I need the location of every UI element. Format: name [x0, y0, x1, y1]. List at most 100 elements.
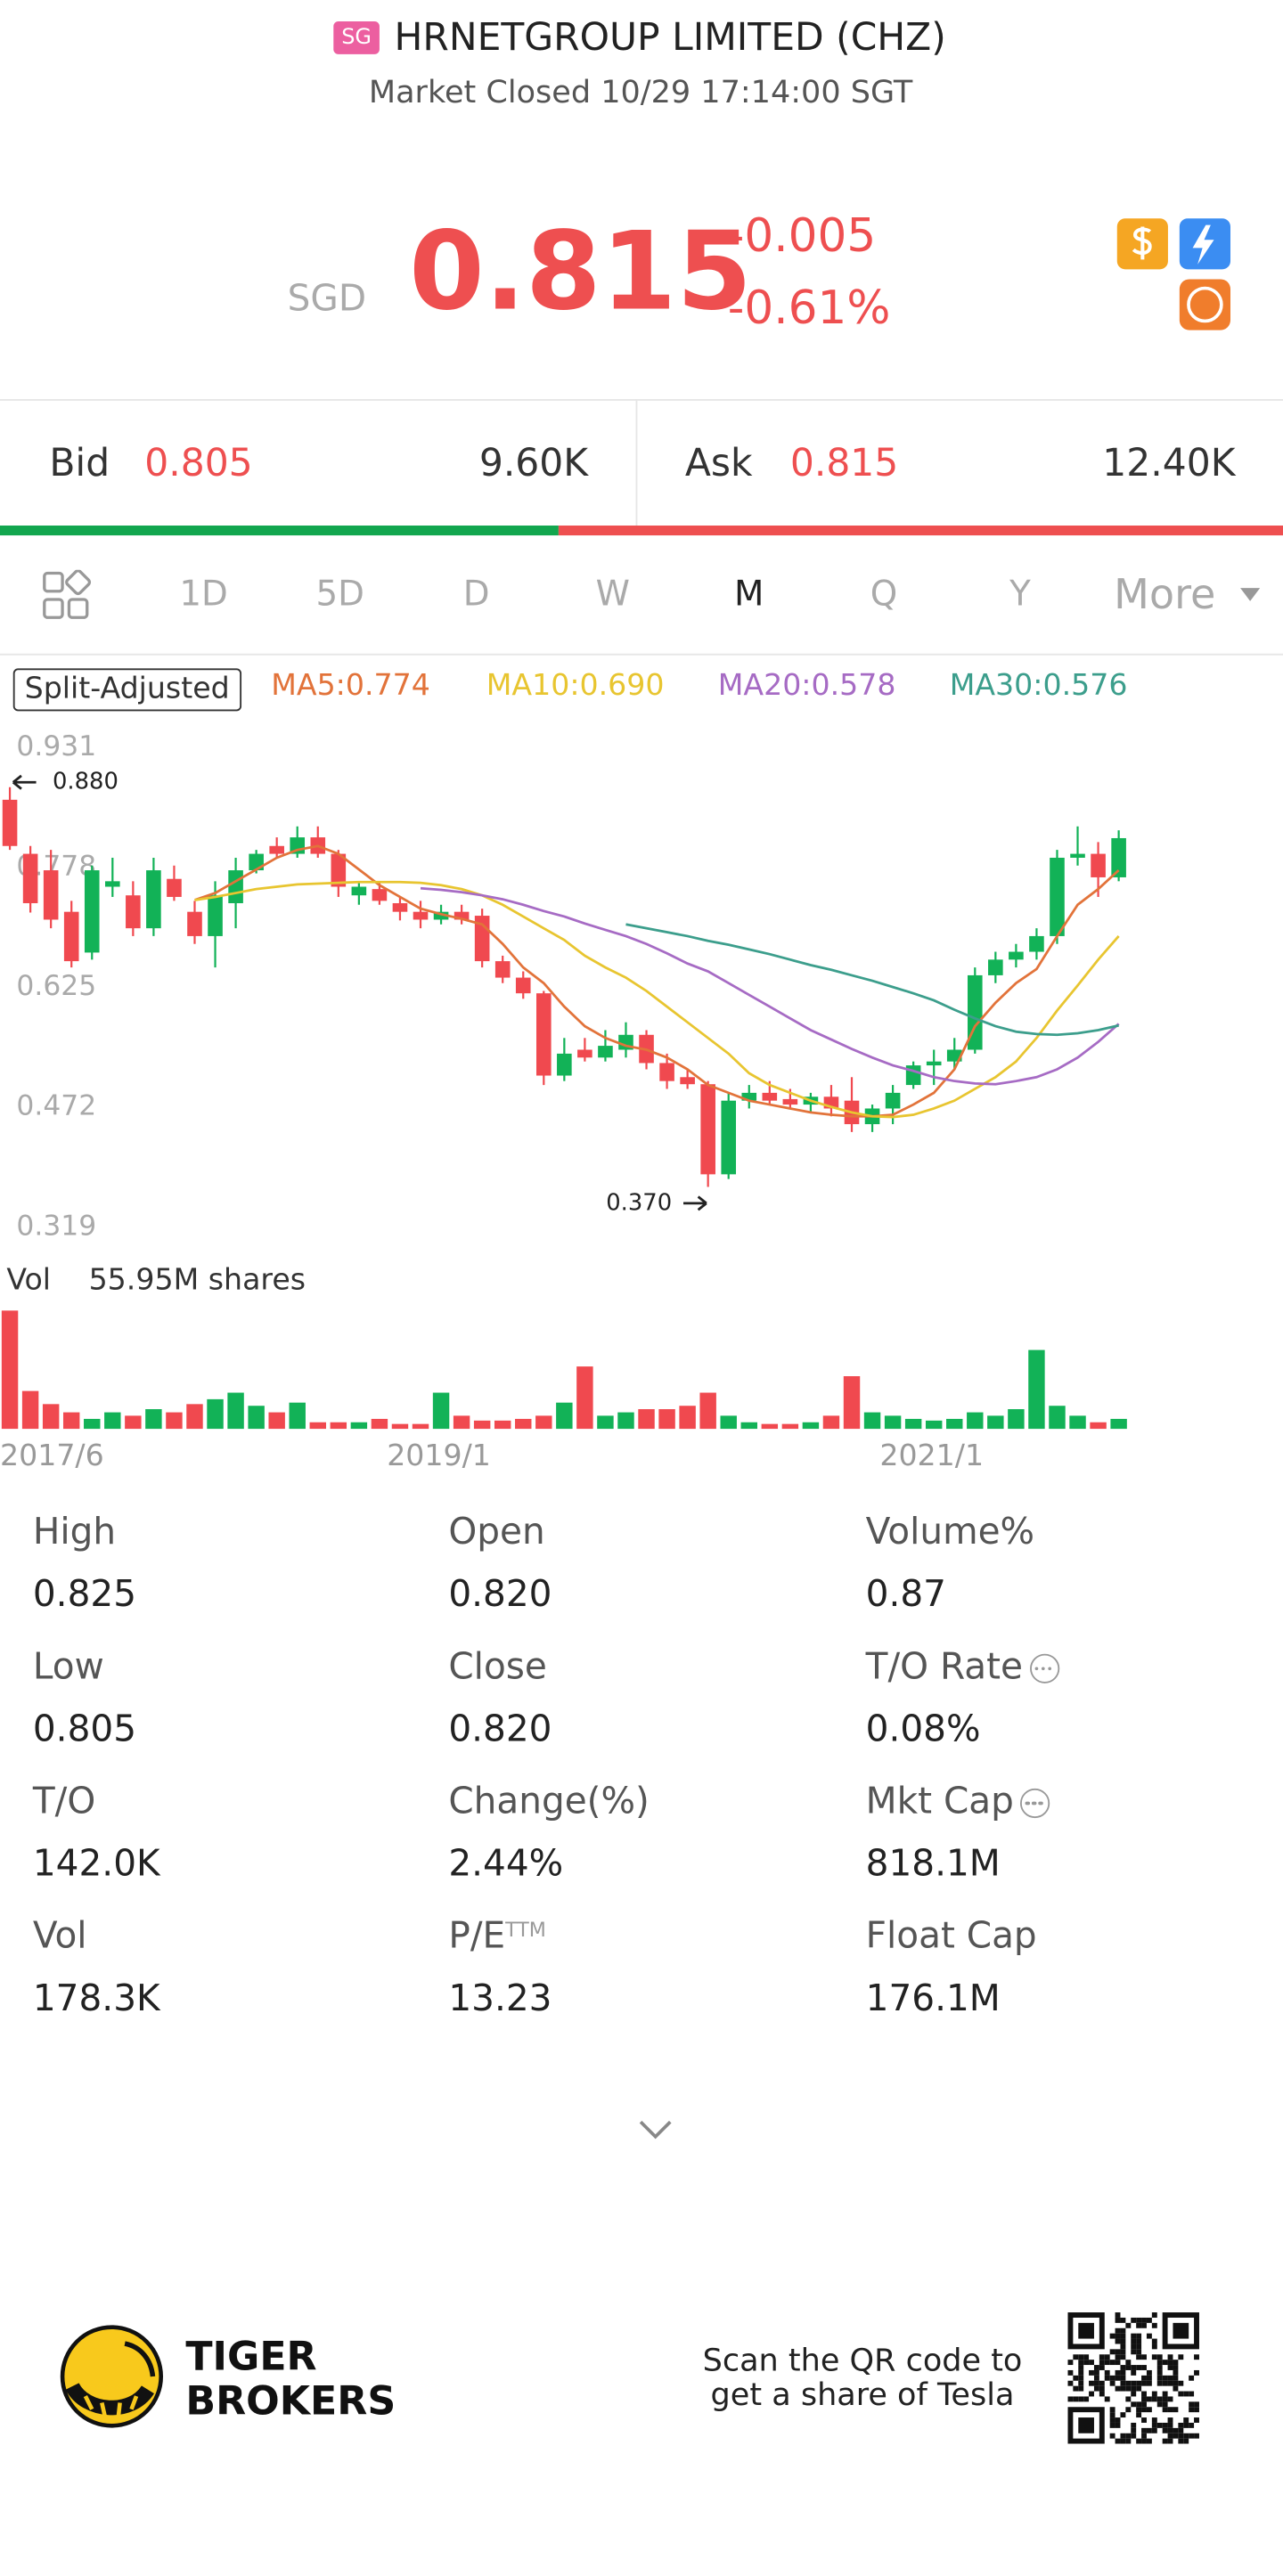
period-tab[interactable]: D [462, 574, 490, 614]
qr-cell [1151, 2312, 1157, 2318]
info-icon[interactable] [1029, 1653, 1059, 1683]
volume-bar [863, 1412, 881, 1430]
qr-cell [1189, 2407, 1195, 2413]
qr-cell [1189, 2401, 1195, 2408]
ask-price: 0.815 [789, 442, 899, 485]
candle-body [535, 993, 552, 1076]
volume-bar [1110, 1418, 1127, 1430]
qr-cell [1136, 2317, 1142, 2323]
qr-cell [1078, 2396, 1084, 2402]
volume-bar [781, 1423, 799, 1430]
stat-label: High [32, 1512, 117, 1554]
qr-cell [1089, 2391, 1094, 2397]
qr-cell [1189, 2422, 1195, 2428]
qr-cell [1183, 2438, 1189, 2444]
stat-label: Change(%) [448, 1781, 650, 1823]
volume-bar [412, 1423, 429, 1430]
qr-cell [1173, 2369, 1179, 2376]
qr-cell [1104, 2369, 1110, 2376]
qr-cell [1089, 2360, 1094, 2366]
qr-cell [1141, 2427, 1147, 2433]
qr-cell [1131, 2427, 1137, 2433]
volume-bar [617, 1412, 634, 1430]
qr-cell [1136, 2401, 1142, 2408]
divider [0, 399, 1283, 401]
period-tab[interactable]: M [734, 574, 764, 614]
candle-body [331, 853, 347, 887]
qr-cell [1151, 2322, 1157, 2328]
qr-cell [1131, 2422, 1137, 2428]
qr-cell [1156, 2369, 1163, 2376]
qr-cell [1151, 2422, 1157, 2428]
qr-cell [1141, 2433, 1147, 2439]
period-tab[interactable]: W [595, 574, 630, 614]
candle-body [598, 1046, 613, 1058]
info-dot [1034, 1666, 1039, 1671]
candle-body [84, 870, 100, 953]
period-tab[interactable]: More [1114, 570, 1216, 619]
volume-bar [1069, 1415, 1086, 1430]
candle-body [494, 961, 511, 978]
qr-cell [1099, 2354, 1105, 2360]
qr-cell [1151, 2344, 1157, 2350]
more-caret[interactable] [1238, 584, 1262, 604]
qr-cell [1156, 2401, 1163, 2408]
qr-cell [1151, 2338, 1157, 2344]
qr-cell [1141, 2401, 1147, 2408]
qr-cell [1115, 2369, 1121, 2376]
period-tab[interactable]: Q [870, 574, 898, 614]
qr-cell [1093, 2369, 1099, 2376]
expand-chevron[interactable] [637, 2117, 674, 2144]
period-tab[interactable]: 1D [179, 574, 228, 614]
qr-cell [1151, 2391, 1157, 2397]
candle-body [926, 1061, 942, 1066]
stat-label-sup: TTM [505, 1918, 546, 1942]
qr-cell [1099, 2360, 1105, 2366]
price-change: -0.005 [727, 208, 877, 264]
qr-cell [1156, 2360, 1163, 2366]
period-tab[interactable]: Y [1009, 574, 1031, 614]
qr-cell [1078, 2375, 1084, 2381]
qr-cell [1141, 2438, 1147, 2444]
qr-cell [1099, 2380, 1105, 2386]
candle-body [1029, 935, 1044, 952]
qr-cell [1115, 2312, 1121, 2318]
qr-cell [1115, 2333, 1121, 2339]
price-change-pct: -0.61% [727, 281, 891, 336]
layout-toggle[interactable] [41, 569, 94, 623]
stat-label: Low [32, 1647, 104, 1689]
qr-cell [1078, 2360, 1084, 2366]
qr-cell [1125, 2407, 1132, 2413]
info-icon[interactable] [1020, 1788, 1050, 1819]
qr-cell [1146, 2333, 1152, 2339]
qr-cell [1167, 2380, 1173, 2386]
qr-cell [1167, 2438, 1173, 2444]
stat-value: 0.820 [448, 1575, 552, 1617]
qr-cell [1141, 2391, 1147, 2397]
adjust-toggle[interactable]: Split-Adjusted [12, 668, 241, 712]
qr-cell [1115, 2327, 1121, 2334]
stat-label: Float Cap [865, 1916, 1037, 1958]
volume-bar [309, 1422, 326, 1430]
qr-cell [1136, 2438, 1142, 2444]
legend-entry: MA30:0.576 [949, 668, 1128, 704]
qr-cell [1125, 2380, 1132, 2386]
qr-cell [1078, 2365, 1084, 2370]
qr-cell [1120, 2349, 1126, 2355]
volume-bar [207, 1398, 224, 1430]
volume-bar [371, 1418, 388, 1430]
qr-cell [1109, 2407, 1115, 2413]
y-tick-label: 0.319 [16, 1210, 96, 1242]
volume-bar [946, 1418, 963, 1430]
candle-body [1070, 853, 1085, 858]
qr-cell [1162, 2396, 1168, 2402]
qr-cell [1162, 2401, 1168, 2408]
qr-cell [1178, 2422, 1184, 2428]
qr-cell [1131, 2433, 1137, 2439]
qr-cell [1178, 2433, 1184, 2439]
qr-cell [1141, 2375, 1147, 2381]
marker-arrow [683, 1195, 707, 1211]
qr-cell [1089, 2380, 1094, 2386]
qr-cell [1104, 2396, 1110, 2402]
period-tab[interactable]: 5D [315, 574, 364, 614]
